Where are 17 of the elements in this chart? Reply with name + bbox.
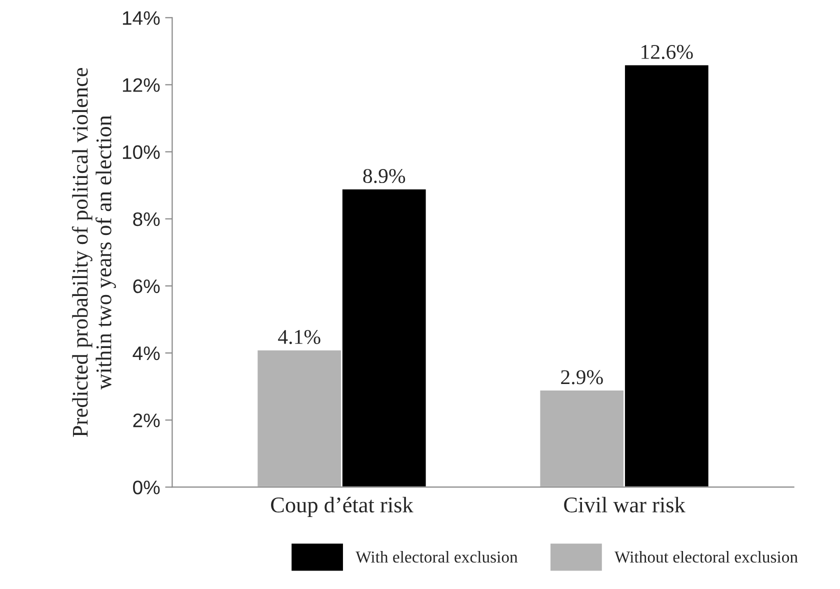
y-axis-title: Predicted probability of political violence within two years of an election [72, 68, 116, 437]
y-tick-label: 14% [122, 11, 160, 25]
y-tick-label: 4% [132, 346, 160, 360]
y-tick-label: 6% [133, 279, 160, 294]
y-tick-label: 8% [133, 212, 160, 226]
text: 4.1% [278, 330, 320, 344]
y-tick-label: 10% [122, 145, 160, 160]
legend-label: Without electoral exclusion [614, 550, 798, 563]
text: 2.9% [561, 370, 603, 384]
y-tick-label: 12% [122, 78, 160, 92]
y-tick-label: 0% [133, 480, 160, 494]
x-tick-label: Coup d’état risk [271, 496, 414, 518]
legend-label: With electoral exclusion [356, 550, 518, 563]
text: 12.6% [642, 44, 693, 60]
text: 8.9% [363, 169, 406, 184]
y-tick-label: 2% [133, 414, 160, 428]
x-tick-label: Civil war risk [564, 496, 686, 512]
